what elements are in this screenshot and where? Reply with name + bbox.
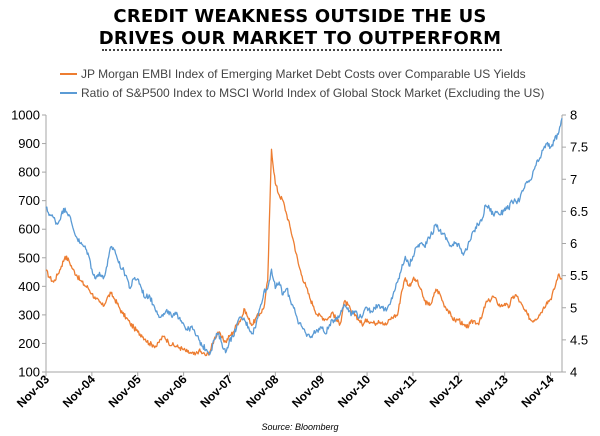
legend: JP Morgan EMBI Index of Emerging Market … — [60, 67, 544, 100]
legend-label-ratio: Ratio of S&P500 Index to MSCI World Inde… — [81, 86, 544, 100]
right-tick-label: 6 — [570, 236, 577, 251]
right-tick-label: 7.5 — [570, 140, 588, 155]
x-tick-label: Nov-13 — [473, 372, 511, 410]
axes — [42, 114, 566, 376]
left-tick-label: 100 — [18, 365, 40, 380]
x-tick-label: Nov-04 — [60, 372, 98, 410]
left-tick-label: 500 — [18, 250, 40, 265]
series-line-embi — [45, 148, 563, 357]
right-tick-label: 6.5 — [570, 204, 588, 219]
left-tick-label: 600 — [18, 222, 40, 237]
title-divider — [102, 49, 502, 51]
x-tick-label: Nov-05 — [106, 372, 144, 410]
x-tick-label: Nov-07 — [197, 372, 235, 410]
left-tick-label: 200 — [18, 336, 40, 351]
left-tick-label: 900 — [18, 136, 40, 151]
x-tick-label: Nov-08 — [243, 372, 281, 410]
x-tick-label: Nov-06 — [152, 372, 190, 410]
x-tick-label: Nov-11 — [381, 372, 419, 410]
x-tick-label: Nov-09 — [289, 372, 327, 410]
left-tick-label: 700 — [18, 193, 40, 208]
chart-title-line-1: CREDIT WEAKNESS OUTSIDE THE US — [113, 6, 487, 27]
right-tick-label: 5.5 — [570, 268, 588, 283]
x-tick-label: Nov-14 — [518, 372, 556, 410]
series-lines — [45, 118, 563, 357]
source-note: Source: Bloomberg — [261, 422, 338, 432]
right-tick-label: 4.5 — [570, 332, 588, 347]
x-tick-label: Nov-10 — [335, 372, 373, 410]
right-tick-label: 5 — [570, 300, 577, 315]
left-tick-label: 800 — [18, 165, 40, 180]
right-tick-label: 4 — [570, 365, 577, 380]
chart-title-line-2: DRIVES OUR MARKET TO OUTPERFORM — [98, 28, 502, 49]
series-line-ratio — [45, 118, 563, 356]
right-tick-label: 8 — [570, 108, 577, 123]
left-tick-label: 300 — [18, 307, 40, 322]
chart-title: CREDIT WEAKNESS OUTSIDE THE US DRIVES OU… — [0, 6, 600, 50]
tick-labels: 100 200 300 400 500 600 700 800 900 1000 4 4.5 5 5.5 6… — [11, 108, 588, 411]
left-tick-label: 400 — [18, 279, 40, 294]
left-tick-label: 1000 — [11, 108, 40, 123]
right-tick-label: 7 — [570, 172, 577, 187]
x-tick-label: Nov-12 — [427, 372, 465, 410]
legend-label-embi: JP Morgan EMBI Index of Emerging Market … — [81, 67, 526, 81]
